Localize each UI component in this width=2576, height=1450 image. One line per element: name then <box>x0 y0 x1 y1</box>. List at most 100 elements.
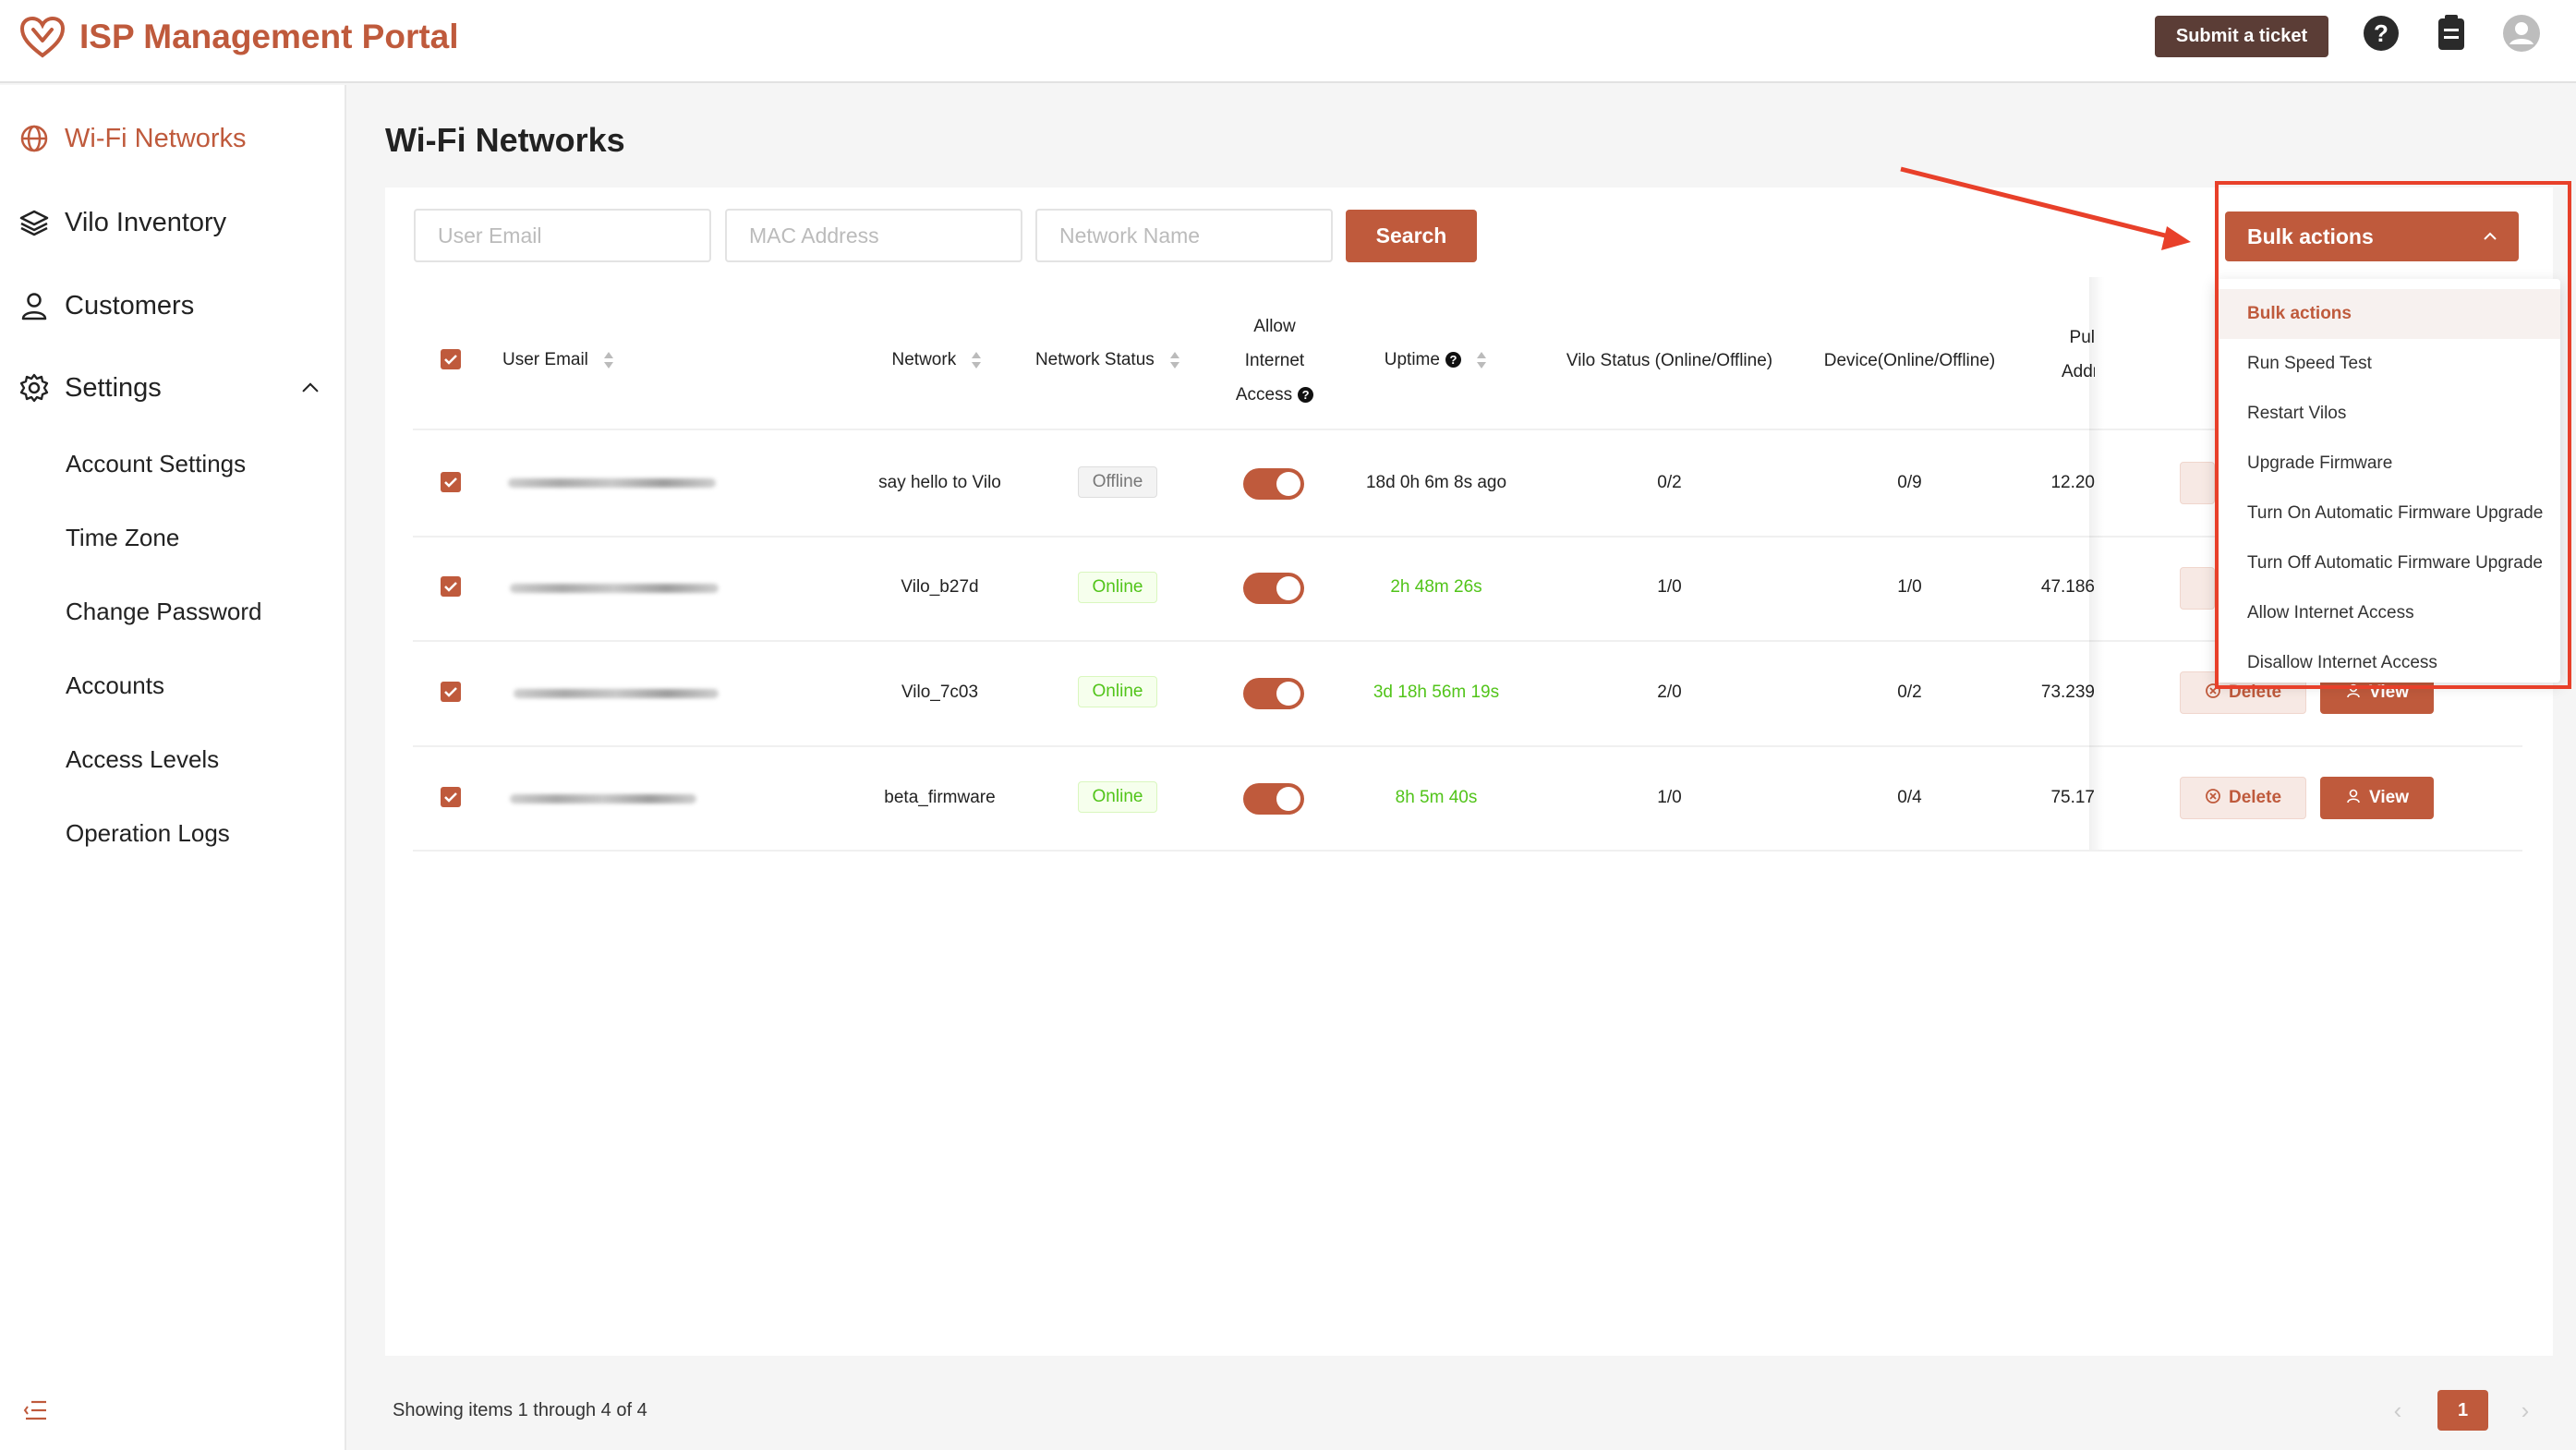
logo-icon <box>19 16 66 58</box>
delete-button[interactable]: Delete <box>2180 777 2306 819</box>
user-email-input[interactable]: User Email <box>414 209 711 262</box>
sidebar-item-label: Customers <box>65 290 195 320</box>
column-header-label: Internet <box>1244 351 1305 370</box>
uptime-value: 18d 0h 6m 8s ago <box>1365 473 1507 492</box>
delete-button-partial[interactable] <box>2180 567 2215 610</box>
column-header-label: Network Status <box>1034 350 1155 369</box>
user-icon <box>21 293 47 320</box>
column-header-network[interactable]: Network <box>868 343 1007 377</box>
blurred-email <box>510 794 696 804</box>
sidebar-sub-operation-logs[interactable]: Operation Logs <box>66 819 230 847</box>
vilo-status-value: 1/0 <box>1657 788 1682 807</box>
sidebar-item-vilo-inventory[interactable]: Vilo Inventory <box>18 202 226 243</box>
column-header-network-status[interactable]: Network Status <box>1025 343 1191 377</box>
sidebar-item-customers[interactable]: Customers <box>18 285 194 326</box>
menu-item-turn-off-auto-upgrade[interactable]: Turn Off Automatic Firmware Upgrade <box>2247 553 2543 573</box>
sidebar-item-label: Wi-Fi Networks <box>65 123 247 153</box>
top-header: ISP Management Portal Submit a ticket ? <box>0 0 2576 83</box>
device-value: 0/9 <box>1897 473 1922 492</box>
row-checkbox[interactable] <box>441 682 461 702</box>
network-name-input[interactable]: Network Name <box>1035 209 1333 262</box>
vilo-status-value: 2/0 <box>1657 683 1682 702</box>
row-checkbox[interactable] <box>441 472 461 492</box>
column-header-user-email[interactable]: User Email <box>502 343 615 377</box>
bulk-actions-button[interactable]: Bulk actions <box>2225 211 2519 261</box>
status-badge: Offline <box>1078 466 1157 498</box>
column-header-allow-internet-access: Allow Internet Access? <box>1201 309 1348 412</box>
uptime-value: 3d 18h 56m 19s <box>1373 683 1500 702</box>
menu-item-allow-internet-access[interactable]: Allow Internet Access <box>2247 603 2414 622</box>
row-divider <box>413 745 2522 747</box>
user-account-icon[interactable] <box>2501 13 2542 54</box>
annotation-arrow-icon <box>1900 166 2191 250</box>
menu-item-restart-vilos[interactable]: Restart Vilos <box>2247 404 2347 423</box>
search-button[interactable]: Search <box>1346 210 1477 262</box>
question-icon[interactable]: ? <box>1298 387 1314 403</box>
internet-access-toggle[interactable] <box>1243 783 1304 815</box>
sidebar-sub-account-settings[interactable]: Account Settings <box>66 450 247 477</box>
submit-ticket-button[interactable]: Submit a ticket <box>2155 16 2328 57</box>
sidebar-item-label: Settings <box>65 372 162 403</box>
bulk-actions-label: Bulk actions <box>2247 224 2374 248</box>
question-icon[interactable]: ? <box>1445 352 1461 368</box>
help-icon[interactable]: ? <box>2361 13 2401 54</box>
column-header-uptime[interactable]: Uptime? <box>1358 343 1515 377</box>
network-name: Vilo_b27d <box>901 577 979 597</box>
column-header-label: Access <box>1235 385 1293 405</box>
sidebar-sub-accounts[interactable]: Accounts <box>66 671 164 699</box>
sidebar-item-wifi-networks[interactable]: Wi-Fi Networks <box>18 118 247 159</box>
svg-text:?: ? <box>2374 19 2389 47</box>
app-title: ISP Management Portal <box>79 18 459 55</box>
row-divider <box>413 536 2522 538</box>
sidebar-sub-access-levels[interactable]: Access Levels <box>66 745 220 773</box>
row-checkbox[interactable] <box>441 787 461 807</box>
sidebar-sub-change-password[interactable]: Change Password <box>66 598 262 625</box>
delete-button-partial[interactable] <box>2180 462 2215 504</box>
next-page-button[interactable]: › <box>2521 1396 2530 1424</box>
device-value: 0/2 <box>1897 683 1922 702</box>
sidebar-item-settings[interactable]: Settings <box>18 368 323 408</box>
column-header-public-address: Pul Addr <box>2062 320 2095 389</box>
view-button[interactable]: View <box>2320 777 2434 819</box>
mac-address-input[interactable]: MAC Address <box>725 209 1022 262</box>
close-circle-icon <box>2206 789 2220 804</box>
chevron-up-icon <box>2484 232 2497 240</box>
page-number-button[interactable]: 1 <box>2437 1390 2488 1431</box>
menu-item-turn-on-auto-upgrade[interactable]: Turn On Automatic Firmware Upgrade <box>2247 503 2544 523</box>
menu-item-run-speed-test[interactable]: Run Speed Test <box>2247 354 2372 373</box>
view-label: View <box>2369 788 2409 807</box>
menu-item-disallow-internet-access[interactable]: Disallow Internet Access <box>2247 653 2437 672</box>
globe-icon <box>20 125 48 152</box>
network-name: say hello to Vilo <box>878 473 1001 492</box>
vilo-status-value: 0/2 <box>1657 473 1682 492</box>
row-checkbox[interactable] <box>441 576 461 597</box>
prev-page-button[interactable]: ‹ <box>2393 1396 2402 1424</box>
sidebar-sub-time-zone[interactable]: Time Zone <box>66 524 180 551</box>
checkmark-icon <box>444 687 457 697</box>
close-circle-icon <box>2206 683 2220 698</box>
sort-icon[interactable] <box>602 350 615 370</box>
chevron-up-icon[interactable] <box>297 375 323 401</box>
uptime-value: 8h 5m 40s <box>1395 788 1478 807</box>
device-value: 0/4 <box>1897 788 1922 807</box>
status-badge: Online <box>1078 781 1157 813</box>
menu-collapse-icon[interactable] <box>22 1396 50 1424</box>
sort-icon[interactable] <box>1475 350 1488 370</box>
internet-access-toggle[interactable] <box>1243 468 1304 500</box>
sort-icon[interactable] <box>970 350 983 370</box>
internet-access-toggle[interactable] <box>1243 573 1304 604</box>
blurred-email <box>514 689 719 698</box>
page-title: Wi-Fi Networks <box>385 121 625 159</box>
clipboard-icon[interactable] <box>2431 13 2472 54</box>
public-address-value: 75.17 <box>2050 788 2095 807</box>
select-all-checkbox[interactable] <box>441 349 461 369</box>
checkmark-icon <box>444 477 457 488</box>
column-header-vilo-status: Vilo Status (Online/Offline) <box>1566 351 1773 370</box>
internet-access-toggle[interactable] <box>1243 678 1304 709</box>
menu-item-bulk-actions[interactable]: Bulk actions <box>2215 289 2560 339</box>
menu-item-upgrade-firmware[interactable]: Upgrade Firmware <box>2247 453 2393 473</box>
public-address-value: 47.186 <box>2040 577 2095 597</box>
user-icon <box>2347 789 2360 804</box>
device-value: 1/0 <box>1897 577 1922 597</box>
sort-icon[interactable] <box>1168 350 1181 370</box>
